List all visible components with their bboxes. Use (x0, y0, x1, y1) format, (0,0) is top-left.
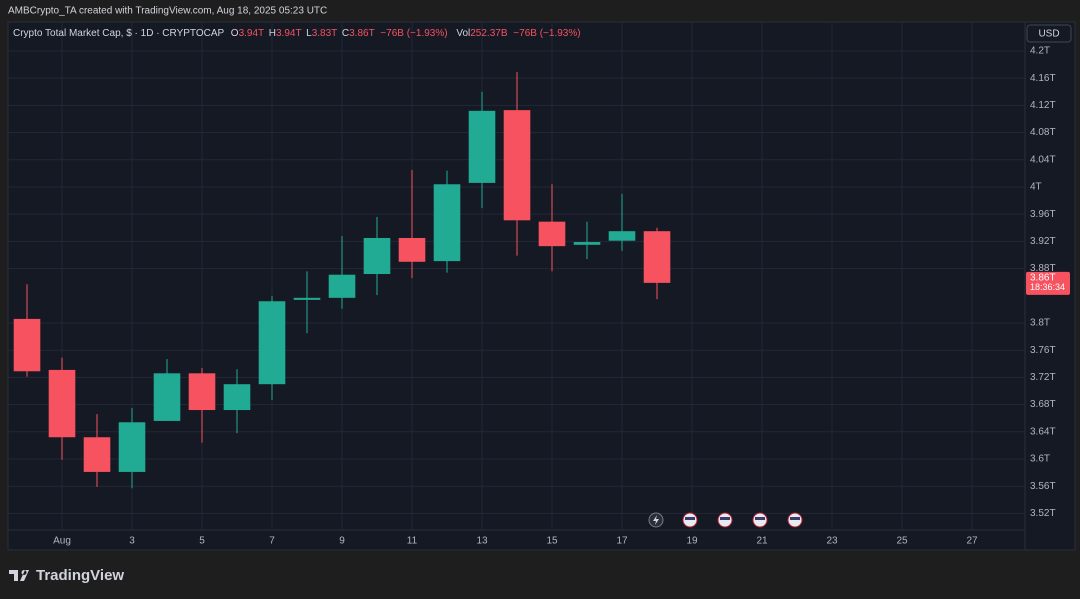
legend-value: 3.86T (349, 28, 374, 39)
x-tick-label: 21 (756, 536, 768, 547)
legend-key: H (269, 28, 276, 39)
brand-logo: TradingView (9, 567, 124, 584)
candle-body (643, 231, 671, 283)
event-icons (648, 512, 803, 528)
candle-body (363, 237, 391, 275)
candle-body (13, 318, 41, 372)
x-tick-label: 7 (269, 536, 275, 547)
y-tick-label: 3.56T (1030, 481, 1056, 492)
volume-key: Vol (456, 28, 470, 39)
legend: Crypto Total Market Cap, $ · 1D · CRYPTO… (13, 28, 581, 39)
volume-value: 252.37B (470, 28, 508, 39)
lightning (653, 515, 659, 525)
candle-body (328, 274, 356, 298)
y-tick-label: 3.92T (1030, 236, 1056, 247)
candle-body (608, 231, 636, 241)
y-tick-label: 3.76T (1030, 345, 1056, 356)
x-tick-label: 3 (129, 536, 135, 547)
candle-body (433, 184, 461, 262)
y-tick-label: 3.96T (1030, 209, 1056, 220)
candle-body (118, 422, 146, 472)
legend-key: L (306, 28, 312, 39)
price-label-box (1026, 271, 1070, 295)
x-tick-label: 23 (826, 536, 838, 547)
candle-body (258, 301, 286, 385)
price-label: 3.86T (1030, 273, 1056, 284)
legend-value: 3.83T (312, 28, 337, 39)
credit: AMBCrypto_TA created with TradingView.co… (8, 6, 327, 17)
y-tick-label: 3.72T (1030, 372, 1056, 383)
x-tick-label: Aug (53, 536, 71, 547)
legend-value: 3.94T (239, 28, 264, 39)
candle-body (573, 242, 601, 245)
countdown: 18:36:34 (1030, 282, 1065, 292)
flag (685, 517, 695, 520)
legend-key: C (342, 28, 349, 39)
candle-body (153, 373, 181, 421)
candle-body (293, 297, 321, 300)
y-tick-label: 4.04T (1030, 154, 1056, 165)
x-tick-label: 15 (546, 536, 558, 547)
y-tick-label: 3.88T (1030, 263, 1056, 274)
legend-change: −76B (−1.93%) (380, 28, 447, 39)
x-tick-label: 19 (686, 536, 698, 547)
chart-pane (7, 21, 1076, 551)
symbol-title: Crypto Total Market Cap, $ · 1D · CRYPTO… (13, 28, 225, 39)
flag (790, 517, 800, 520)
y-tick-label: 3.68T (1030, 399, 1056, 410)
y-tick-label: 4T (1030, 182, 1042, 193)
legend-value: 3.94T (276, 28, 301, 39)
y-tick-label: 3.8T (1030, 318, 1050, 329)
y-tick-label: 4.08T (1030, 127, 1056, 138)
logo-mark (9, 570, 29, 581)
flag (720, 517, 730, 520)
x-tick-label: 9 (339, 536, 345, 547)
legend-key: O (231, 28, 239, 39)
currency[interactable]: USD (1038, 29, 1059, 40)
y-tick-label: 4.12T (1030, 100, 1056, 111)
x-tick-label: 17 (616, 536, 628, 547)
currency-button[interactable] (1026, 24, 1072, 43)
candle-body (503, 110, 531, 221)
flag (755, 517, 765, 520)
candle-body (223, 384, 251, 411)
candle-body (83, 437, 111, 472)
volume-change: −76B (−1.93%) (513, 28, 580, 39)
candles (13, 72, 671, 489)
candle-body (538, 221, 566, 247)
brand: TradingView (36, 567, 124, 584)
candle-body (468, 110, 496, 183)
y-tick-label: 3.64T (1030, 426, 1056, 437)
x-tick-label: 13 (476, 536, 488, 547)
candle-body (398, 237, 426, 262)
y-tick-label: 3.6T (1030, 454, 1050, 465)
x-tick-label: 5 (199, 536, 205, 547)
y-tick-label: 4.16T (1030, 73, 1056, 84)
candle-body (48, 369, 76, 438)
candle-body (188, 373, 216, 411)
y-tick-label: 4.2T (1030, 46, 1050, 57)
x-tick-label: 27 (966, 536, 978, 547)
x-tick-label: 11 (407, 536, 418, 547)
y-tick-label: 3.52T (1030, 508, 1056, 519)
x-tick-label: 25 (896, 536, 908, 547)
